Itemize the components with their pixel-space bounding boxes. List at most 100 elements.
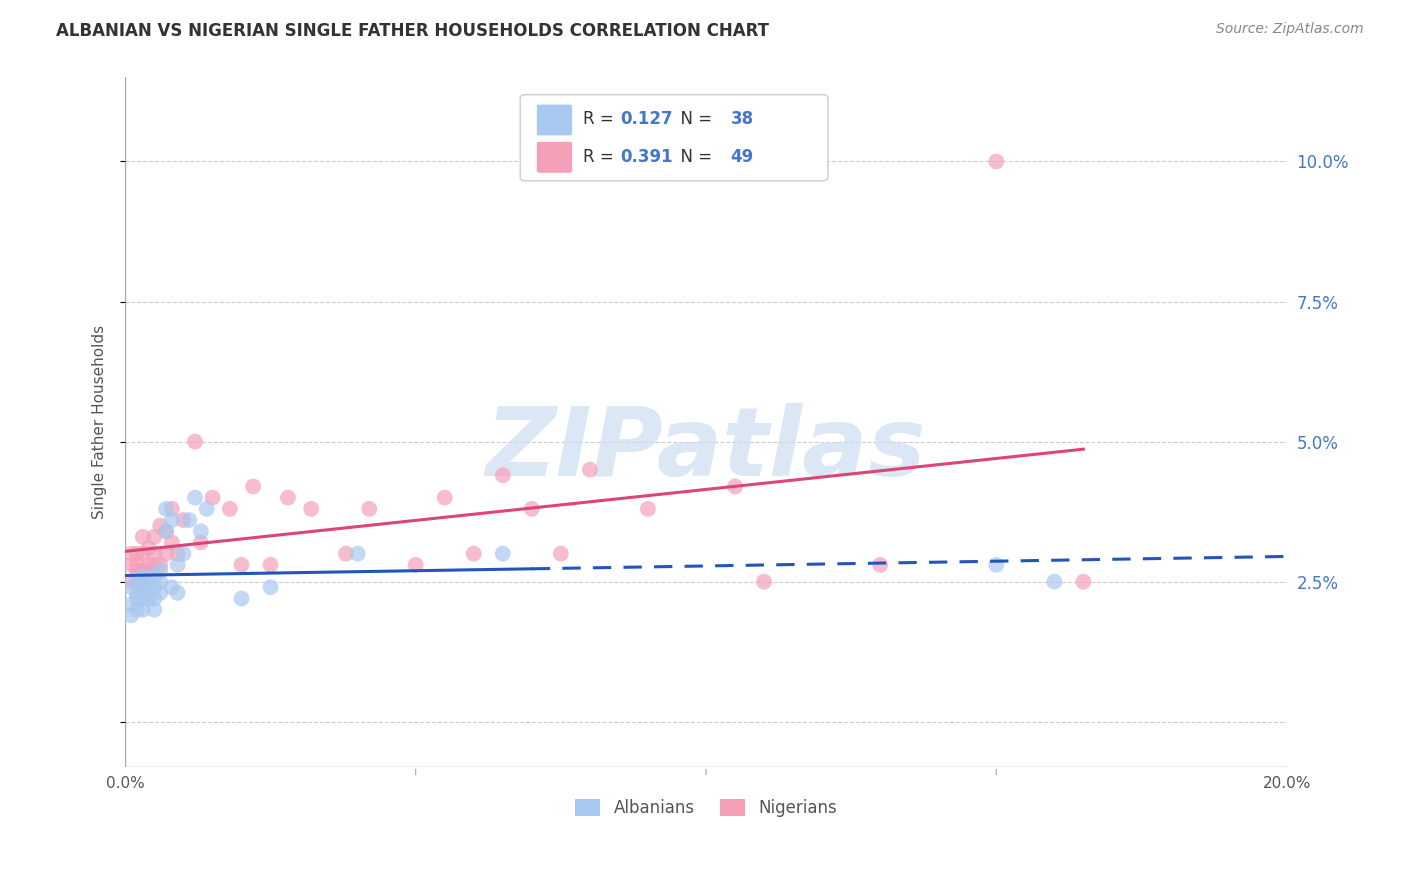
Point <box>520 501 543 516</box>
Point <box>190 535 212 549</box>
Point <box>637 501 659 516</box>
Point <box>143 580 166 594</box>
FancyBboxPatch shape <box>520 95 828 181</box>
Point <box>120 574 142 589</box>
FancyBboxPatch shape <box>537 142 572 173</box>
Point <box>120 580 142 594</box>
Point <box>277 491 299 505</box>
Point <box>138 541 160 555</box>
Point <box>299 501 322 516</box>
Point <box>125 586 148 600</box>
Point <box>143 547 166 561</box>
Point <box>132 580 155 594</box>
Point <box>166 586 188 600</box>
Point <box>201 491 224 505</box>
Point <box>125 558 148 572</box>
Point <box>132 591 155 606</box>
Point <box>190 524 212 539</box>
Point <box>179 513 201 527</box>
Point <box>259 580 281 594</box>
Point <box>155 524 177 539</box>
Point <box>143 558 166 572</box>
Point <box>132 547 155 561</box>
Point <box>138 564 160 578</box>
Point <box>160 501 183 516</box>
Point <box>149 586 172 600</box>
Point <box>138 591 160 606</box>
Text: ALBANIAN VS NIGERIAN SINGLE FATHER HOUSEHOLDS CORRELATION CHART: ALBANIAN VS NIGERIAN SINGLE FATHER HOUSE… <box>56 22 769 40</box>
Point <box>149 518 172 533</box>
Point <box>463 547 485 561</box>
Point <box>1073 574 1095 589</box>
Point <box>184 434 207 449</box>
Point <box>143 530 166 544</box>
Point <box>184 491 207 505</box>
Point <box>120 608 142 623</box>
Point <box>125 547 148 561</box>
Point <box>752 574 775 589</box>
Point <box>155 524 177 539</box>
Point <box>724 479 747 493</box>
Point <box>1043 574 1066 589</box>
Text: 0.127: 0.127 <box>620 110 672 128</box>
Y-axis label: Single Father Households: Single Father Households <box>93 325 107 519</box>
Point <box>433 491 456 505</box>
Point <box>120 558 142 572</box>
Point <box>125 603 148 617</box>
FancyBboxPatch shape <box>537 104 572 136</box>
Point <box>149 564 172 578</box>
Legend: Albanians, Nigerians: Albanians, Nigerians <box>568 792 844 823</box>
Text: 0.391: 0.391 <box>620 148 672 166</box>
Point <box>242 479 264 493</box>
Point <box>138 558 160 572</box>
Point <box>492 547 515 561</box>
Point <box>125 574 148 589</box>
Text: Source: ZipAtlas.com: Source: ZipAtlas.com <box>1216 22 1364 37</box>
Point <box>335 547 357 561</box>
Point <box>195 501 218 516</box>
Point <box>219 501 242 516</box>
Text: R =: R = <box>583 148 619 166</box>
Point <box>172 513 194 527</box>
Point <box>149 558 172 572</box>
Point <box>160 535 183 549</box>
Text: ZIPatlas: ZIPatlas <box>485 403 927 496</box>
Text: 49: 49 <box>730 148 754 166</box>
Point <box>231 558 253 572</box>
Text: R =: R = <box>583 110 619 128</box>
Point <box>579 462 602 476</box>
Point <box>160 513 183 527</box>
Point <box>869 558 891 572</box>
Point <box>143 603 166 617</box>
Text: N =: N = <box>671 110 717 128</box>
Point <box>125 591 148 606</box>
Point <box>138 586 160 600</box>
Point <box>120 597 142 611</box>
Point <box>160 580 183 594</box>
Text: N =: N = <box>671 148 717 166</box>
Point <box>405 558 427 572</box>
Point <box>550 547 572 561</box>
Point <box>986 154 1008 169</box>
Point <box>231 591 253 606</box>
Point <box>143 591 166 606</box>
Point <box>346 547 368 561</box>
Point <box>155 501 177 516</box>
Point <box>259 558 281 572</box>
Point <box>143 569 166 583</box>
Point <box>132 564 155 578</box>
Point <box>125 564 148 578</box>
Point <box>132 603 155 617</box>
Point <box>155 547 177 561</box>
Point <box>132 574 155 589</box>
Point <box>166 558 188 572</box>
Point <box>986 558 1008 572</box>
Point <box>492 468 515 483</box>
Point <box>125 574 148 589</box>
Point <box>132 530 155 544</box>
Point <box>172 547 194 561</box>
Point <box>120 547 142 561</box>
Point <box>359 501 381 516</box>
Point <box>166 547 188 561</box>
Point <box>149 574 172 589</box>
